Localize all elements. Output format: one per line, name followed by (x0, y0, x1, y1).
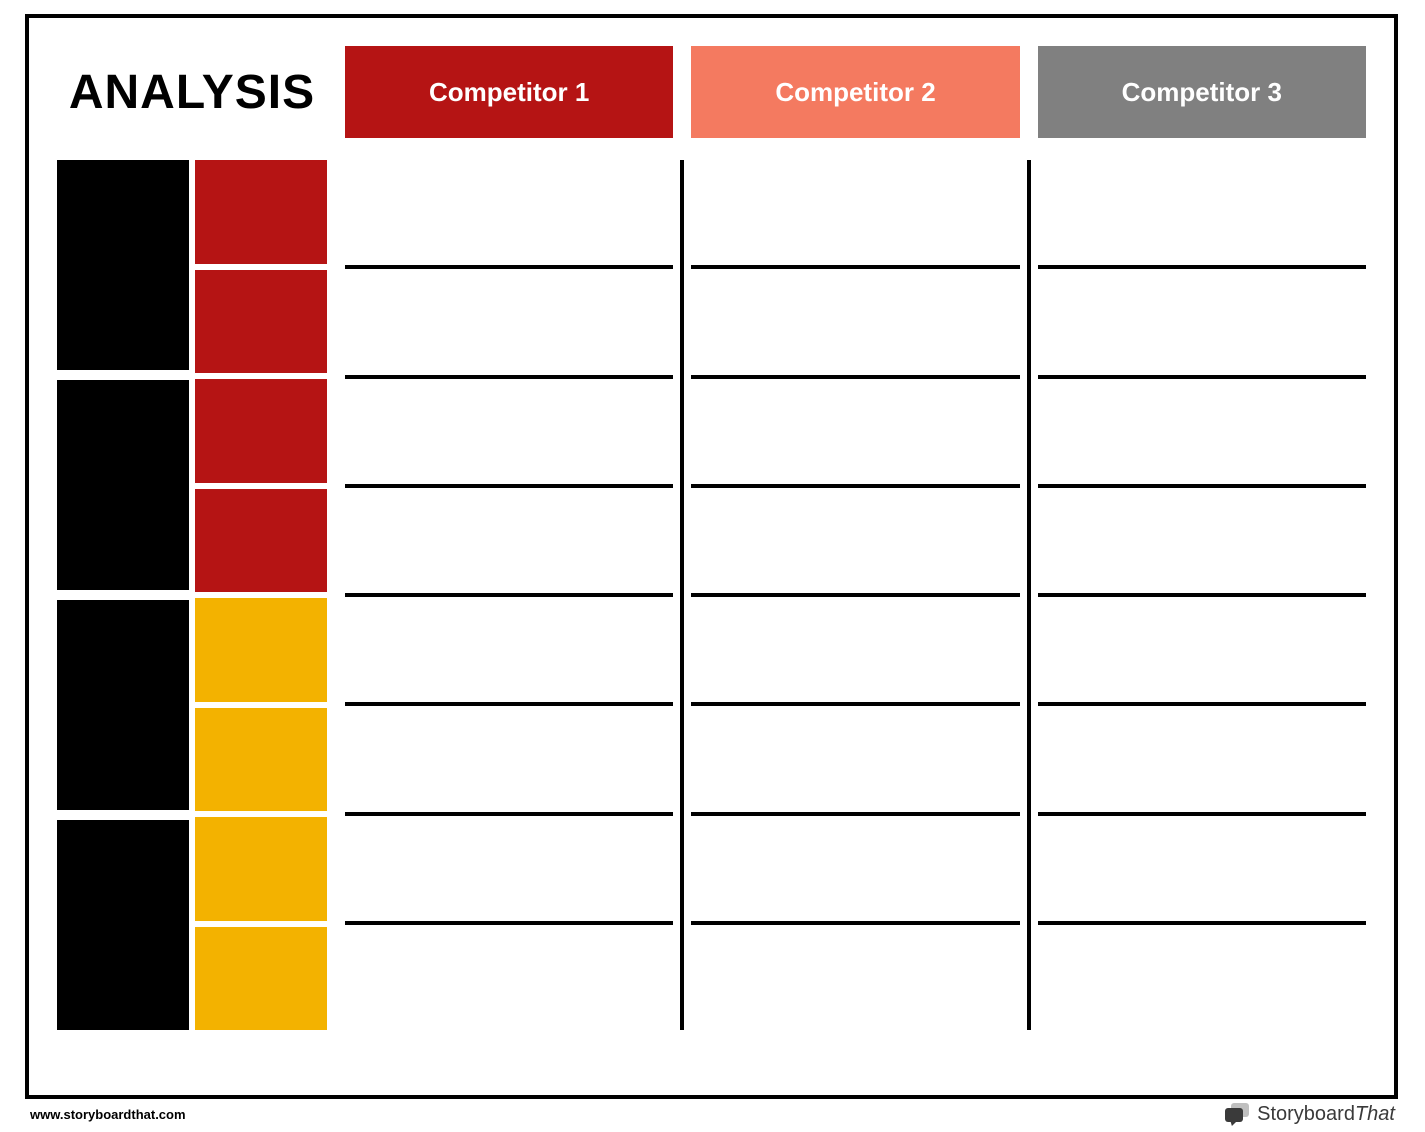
cell-r4-c2[interactable] (691, 488, 1019, 597)
footer-logo: StoryboardThat (1225, 1103, 1395, 1126)
group-label-2 (57, 380, 189, 590)
cell-r4-c3[interactable] (1038, 488, 1366, 597)
sub-label-1 (195, 160, 327, 264)
cell-r7-c1[interactable] (345, 816, 673, 925)
competitor-header-1: Competitor 1 (345, 46, 673, 138)
cell-r2-c3[interactable] (1038, 269, 1366, 378)
cell-r6-c2[interactable] (691, 706, 1019, 815)
canvas: ANALYSIS Competitor 1 Competitor 2 Compe… (0, 0, 1425, 1132)
header-row: ANALYSIS Competitor 1 Competitor 2 Compe… (57, 46, 1366, 138)
footer-brand-b: That (1355, 1103, 1395, 1125)
cell-r1-c3[interactable] (1038, 160, 1366, 269)
competitor-header-1-label: Competitor 1 (429, 77, 589, 108)
competitor-header-3: Competitor 3 (1038, 46, 1366, 138)
sub-label-5 (195, 598, 327, 702)
sub-label-6 (195, 708, 327, 812)
cell-r8-c1[interactable] (345, 925, 673, 1030)
cell-r7-c2[interactable] (691, 816, 1019, 925)
board-frame: ANALYSIS Competitor 1 Competitor 2 Compe… (25, 14, 1398, 1099)
sub-label-column (195, 160, 327, 1030)
title-cell: ANALYSIS (57, 46, 327, 138)
competitor-header-2: Competitor 2 (691, 46, 1019, 138)
group-label-4 (57, 820, 189, 1030)
cell-r5-c2[interactable] (691, 597, 1019, 706)
grid-columns (345, 160, 1366, 1030)
cell-r4-c1[interactable] (345, 488, 673, 597)
cell-r3-c3[interactable] (1038, 379, 1366, 488)
cell-r2-c1[interactable] (345, 269, 673, 378)
group-label-column (57, 160, 189, 1030)
grid-divider-2 (1027, 160, 1031, 1030)
footer-url: www.storyboardthat.com (30, 1107, 186, 1122)
footer: www.storyboardthat.com StoryboardThat (30, 1102, 1395, 1126)
footer-brand-a: Storyboard (1257, 1103, 1355, 1125)
sub-label-8 (195, 927, 327, 1031)
group-label-1 (57, 160, 189, 370)
cell-r3-c1[interactable] (345, 379, 673, 488)
grid-divider-1 (680, 160, 684, 1030)
cell-r5-c3[interactable] (1038, 597, 1366, 706)
cell-r8-c3[interactable] (1038, 925, 1366, 1030)
grid-column-1 (345, 160, 673, 1030)
group-label-3 (57, 600, 189, 810)
page-title: ANALYSIS (69, 65, 315, 120)
cell-r2-c2[interactable] (691, 269, 1019, 378)
grid-column-3 (1038, 160, 1366, 1030)
cell-r6-c1[interactable] (345, 706, 673, 815)
cell-r7-c3[interactable] (1038, 816, 1366, 925)
cell-r1-c1[interactable] (345, 160, 673, 269)
competitor-header-2-label: Competitor 2 (775, 77, 935, 108)
speech-bubble-icon (1225, 1103, 1251, 1125)
cell-r3-c2[interactable] (691, 379, 1019, 488)
sub-label-3 (195, 379, 327, 483)
cell-r8-c2[interactable] (691, 925, 1019, 1030)
body-row (57, 160, 1366, 1030)
sub-label-7 (195, 817, 327, 921)
cell-r6-c3[interactable] (1038, 706, 1366, 815)
sub-label-4 (195, 489, 327, 593)
competitor-header-3-label: Competitor 3 (1122, 77, 1282, 108)
cell-r5-c1[interactable] (345, 597, 673, 706)
row-label-columns (57, 160, 327, 1030)
cell-r1-c2[interactable] (691, 160, 1019, 269)
grid-column-2 (691, 160, 1019, 1030)
sub-label-2 (195, 270, 327, 374)
